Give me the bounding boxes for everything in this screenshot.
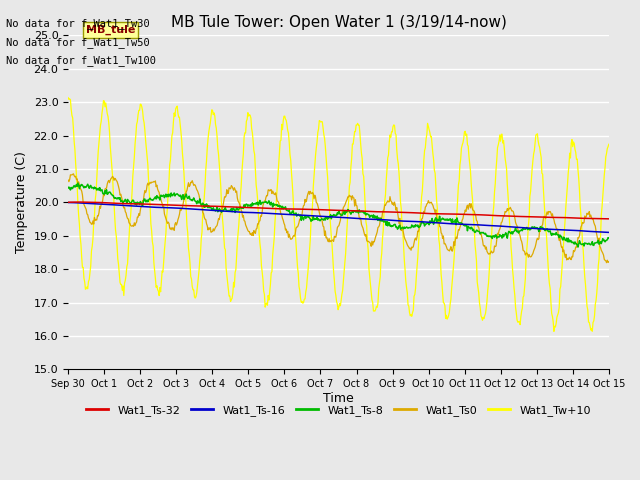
Text: MB_tule: MB_tule <box>86 25 136 36</box>
Legend: Wat1_Ts-32, Wat1_Ts-16, Wat1_Ts-8, Wat1_Ts0, Wat1_Tw+10: Wat1_Ts-32, Wat1_Ts-16, Wat1_Ts-8, Wat1_… <box>82 401 595 420</box>
Text: No data for f_Wat1_Tw30: No data for f_Wat1_Tw30 <box>6 18 150 29</box>
X-axis label: Time: Time <box>323 392 354 405</box>
Text: No data for f_Wat1_Tw100: No data for f_Wat1_Tw100 <box>6 55 156 66</box>
Y-axis label: Temperature (C): Temperature (C) <box>15 151 28 253</box>
Title: MB Tule Tower: Open Water 1 (3/19/14-now): MB Tule Tower: Open Water 1 (3/19/14-now… <box>170 15 506 30</box>
Text: No data for f_Wat1_Tw50: No data for f_Wat1_Tw50 <box>6 36 150 48</box>
